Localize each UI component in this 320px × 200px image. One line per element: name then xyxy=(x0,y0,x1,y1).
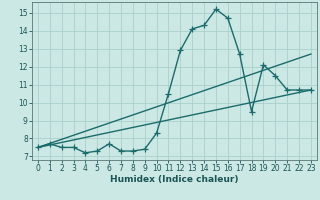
X-axis label: Humidex (Indice chaleur): Humidex (Indice chaleur) xyxy=(110,175,239,184)
